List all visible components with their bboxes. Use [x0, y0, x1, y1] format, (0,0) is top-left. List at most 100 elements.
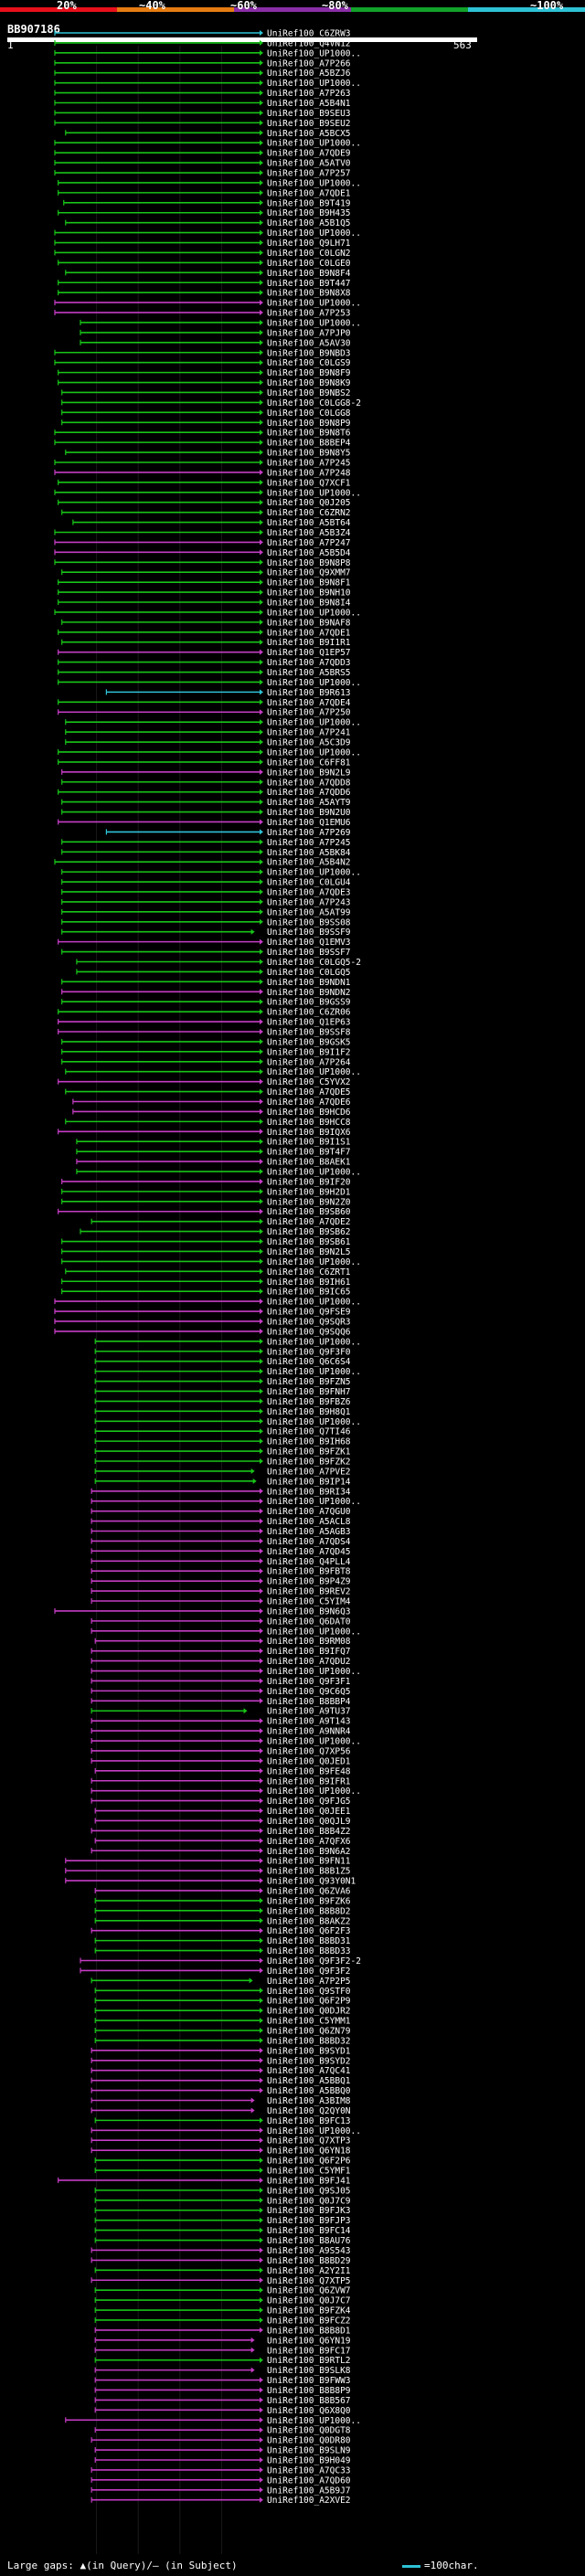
hit-label[interactable]: UniRef100_B9GSK5: [267, 1037, 351, 1047]
hit-label[interactable]: UniRef100_A7QDD8: [267, 778, 351, 788]
hit-label[interactable]: UniRef100_Q0DJR2: [267, 2007, 351, 2017]
hit-label[interactable]: UniRef100_Q6ZN79: [267, 2027, 351, 2037]
hit-label[interactable]: UniRef100_B9FJK3: [267, 2206, 351, 2216]
hit-label[interactable]: UniRef100_Q6X8Q0: [267, 2406, 351, 2416]
hit-label[interactable]: UniRef100_Q7XP56: [267, 1746, 351, 1756]
hit-label[interactable]: UniRef100_Q7XCF1: [267, 478, 351, 488]
hit-label[interactable]: UniRef100_A7P250: [267, 708, 351, 718]
hit-label[interactable]: UniRef100_B9FZK1: [267, 1447, 351, 1458]
hit-label[interactable]: UniRef100_UP1000..: [267, 139, 361, 149]
hit-label[interactable]: UniRef100_C5YIM4: [267, 1597, 351, 1607]
hit-label[interactable]: UniRef100_B9N6Q3: [267, 1606, 351, 1617]
hit-label[interactable]: UniRef100_A5B5D4: [267, 548, 351, 558]
hit-label[interactable]: UniRef100_A9S543: [267, 2246, 351, 2256]
hit-label[interactable]: UniRef100_A5BK84: [267, 848, 351, 858]
hit-label[interactable]: UniRef100_B9IP14: [267, 1477, 351, 1487]
hit-label[interactable]: UniRef100_A7QDE4: [267, 698, 351, 708]
hit-label[interactable]: UniRef100_UP1000..: [267, 318, 361, 328]
hit-label[interactable]: UniRef100_B9I1F2: [267, 1047, 351, 1057]
hit-label[interactable]: UniRef100_Q4PLL4: [267, 1557, 351, 1567]
hit-label[interactable]: UniRef100_A7P245: [267, 838, 351, 848]
hit-label[interactable]: UniRef100_UP1000..: [267, 178, 361, 188]
hit-label[interactable]: UniRef100_B9N6A2: [267, 1847, 351, 1857]
hit-label[interactable]: UniRef100_UP1000..: [267, 1168, 361, 1178]
hit-label[interactable]: UniRef100_C0LGG8-2: [267, 398, 361, 408]
hit-label[interactable]: UniRef100_A5BCX5: [267, 129, 351, 139]
hit-label[interactable]: UniRef100_UP1000..: [267, 678, 361, 688]
hit-label[interactable]: UniRef100_UP1000..: [267, 1298, 361, 1308]
hit-label[interactable]: UniRef100_A7QD60: [267, 2475, 351, 2486]
hit-label[interactable]: UniRef100_Q0DGT8: [267, 2426, 351, 2436]
hit-label[interactable]: UniRef100_B9NBD3: [267, 348, 351, 358]
hit-label[interactable]: UniRef100_B8AU76: [267, 2236, 351, 2246]
hit-label[interactable]: UniRef100_UP1000..: [267, 1497, 361, 1507]
hit-label[interactable]: UniRef100_B9SEU3: [267, 109, 351, 119]
hit-label[interactable]: UniRef100_B9NDN2: [267, 988, 351, 998]
hit-label[interactable]: UniRef100_Q93Y0N1: [267, 1877, 356, 1887]
hit-label[interactable]: UniRef100_Q1EP57: [267, 648, 351, 658]
hit-label[interactable]: UniRef100_A7QDE3: [267, 887, 351, 897]
hit-label[interactable]: UniRef100_UP1000..: [267, 228, 361, 239]
hit-label[interactable]: UniRef100_Q0JED1: [267, 1756, 351, 1766]
hit-label[interactable]: UniRef100_B9FBT8: [267, 1567, 351, 1577]
hit-label[interactable]: UniRef100_A7QDE2: [267, 1217, 351, 1227]
hit-label[interactable]: UniRef100_C5YVX2: [267, 1077, 351, 1087]
hit-label[interactable]: UniRef100_B9N8Y5: [267, 449, 351, 459]
hit-label[interactable]: UniRef100_Q6C6S4: [267, 1357, 351, 1367]
hit-label[interactable]: UniRef100_C0LGN2: [267, 249, 351, 259]
hit-label[interactable]: UniRef100_B9N8F9: [267, 368, 351, 378]
hit-label[interactable]: UniRef100_UP1000..: [267, 608, 361, 618]
hit-label[interactable]: UniRef100_UP1000..: [267, 2126, 361, 2136]
hit-label[interactable]: UniRef100_A5BBQ0: [267, 2086, 351, 2096]
hit-label[interactable]: UniRef100_Q9XMM7: [267, 568, 351, 578]
hit-label[interactable]: UniRef100_B8B8P9: [267, 2386, 351, 2396]
hit-label[interactable]: UniRef100_B9N8I4: [267, 599, 351, 609]
hit-label[interactable]: UniRef100_B8B567: [267, 2396, 351, 2406]
hit-label[interactable]: UniRef100_UP1000..: [267, 1417, 361, 1427]
hit-label[interactable]: UniRef100_Q1EMU6: [267, 818, 351, 828]
hit-label[interactable]: UniRef100_B9IFR1: [267, 1776, 351, 1786]
hit-label[interactable]: UniRef100_A2XVE2: [267, 2496, 351, 2506]
hit-label[interactable]: UniRef100_B9SLK8: [267, 2366, 351, 2376]
hit-label[interactable]: UniRef100_A3BIM8: [267, 2096, 351, 2106]
hit-label[interactable]: UniRef100_Q9FJG5: [267, 1797, 351, 1807]
hit-label[interactable]: UniRef100_C0LGQ5-2: [267, 958, 361, 968]
hit-label[interactable]: UniRef100_A5BRS5: [267, 668, 351, 678]
hit-label[interactable]: UniRef100_A7QDE5: [267, 1087, 351, 1097]
hit-label[interactable]: UniRef100_B9P4Z9: [267, 1577, 351, 1587]
hit-label[interactable]: UniRef100_B9RM08: [267, 1637, 351, 1647]
hit-label[interactable]: UniRef100_B9N8P8: [267, 558, 351, 568]
hit-label[interactable]: UniRef100_B9FZK4: [267, 2306, 351, 2316]
hit-label[interactable]: UniRef100_B9H8Q1: [267, 1407, 351, 1417]
hit-label[interactable]: UniRef100_UP1000..: [267, 1667, 361, 1677]
hit-label[interactable]: UniRef100_B9NDN1: [267, 978, 351, 988]
hit-label[interactable]: UniRef100_C0LGS9: [267, 358, 351, 368]
hit-label[interactable]: UniRef100_B9FWW3: [267, 2376, 351, 2386]
hit-label[interactable]: UniRef100_B8AEK1: [267, 1158, 351, 1168]
hit-label[interactable]: UniRef100_B8BBP4: [267, 1697, 351, 1707]
hit-label[interactable]: UniRef100_C0LGU4: [267, 878, 351, 888]
hit-label[interactable]: UniRef100_Q6YN18: [267, 2147, 351, 2157]
hit-label[interactable]: UniRef100_A7P269: [267, 828, 351, 838]
hit-label[interactable]: UniRef100_A7P2P5: [267, 1977, 351, 1987]
hit-label[interactable]: UniRef100_B9N2L5: [267, 1247, 351, 1257]
hit-label[interactable]: UniRef100_C6ZRW3: [267, 29, 351, 39]
hit-label[interactable]: UniRef100_B8BEP4: [267, 439, 351, 449]
hit-label[interactable]: UniRef100_Q0DR80: [267, 2436, 351, 2446]
hit-label[interactable]: UniRef100_C0LGE0: [267, 259, 351, 269]
hit-label[interactable]: UniRef100_B9H2D1: [267, 1187, 351, 1197]
hit-label[interactable]: UniRef100_B9NBS2: [267, 388, 351, 398]
hit-label[interactable]: UniRef100_Q4VN12: [267, 38, 351, 48]
hit-label[interactable]: UniRef100_UP1000..: [267, 1337, 361, 1347]
hit-label[interactable]: UniRef100_A5BBQ1: [267, 2076, 351, 2086]
hit-label[interactable]: UniRef100_A7QDE1: [267, 188, 351, 198]
hit-label[interactable]: UniRef100_A7P253: [267, 309, 351, 319]
hit-label[interactable]: UniRef100_A7P241: [267, 728, 351, 738]
hit-label[interactable]: UniRef100_Q6F2F3: [267, 1926, 351, 1936]
hit-label[interactable]: UniRef100_A9T143: [267, 1717, 351, 1727]
hit-label[interactable]: UniRef100_A7QDS4: [267, 1537, 351, 1547]
hit-label[interactable]: UniRef100_A7P245: [267, 458, 351, 468]
hit-label[interactable]: UniRef100_A5AT99: [267, 907, 351, 917]
hit-label[interactable]: UniRef100_B9IH68: [267, 1437, 351, 1447]
hit-label[interactable]: UniRef100_Q7XTP5: [267, 2276, 351, 2286]
